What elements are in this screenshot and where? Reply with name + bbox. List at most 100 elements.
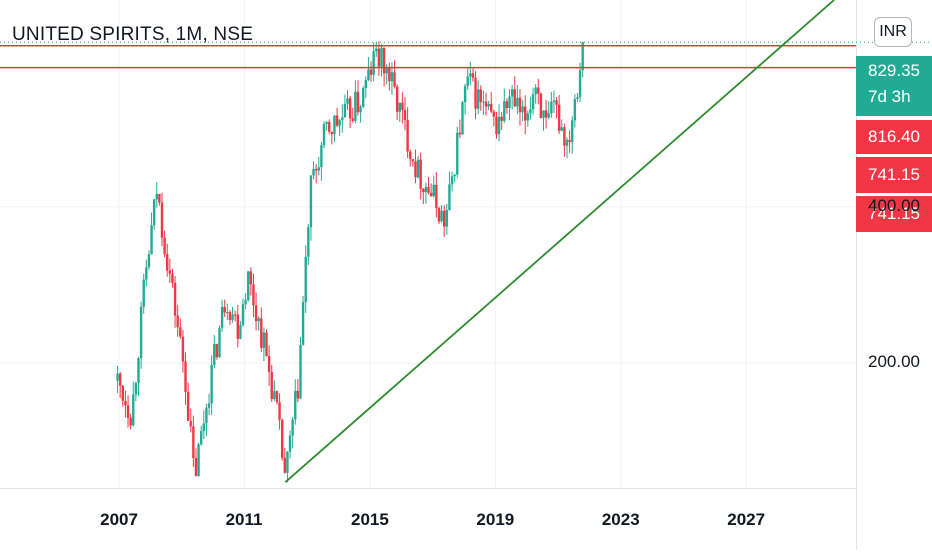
last-price-tag[interactable]: 829.35 7d 3h [856,56,932,116]
candle-body [181,336,185,362]
candle-body [294,390,297,420]
x-tick-label: 2007 [100,510,138,529]
candle-body [328,121,331,132]
candle-body [278,402,281,420]
candle-body [220,306,224,328]
candle-body [500,116,503,121]
currency-button[interactable]: INR [874,17,912,47]
candle-body [254,305,258,322]
candle-body [557,104,561,131]
candle-body [288,435,292,452]
candle-body [529,109,532,114]
candle-body [526,113,530,121]
candle-body [482,101,485,103]
candle-body [312,168,315,176]
candle-body [260,318,263,348]
candle-body [335,115,339,126]
candle-body [393,72,396,87]
candle-body [539,93,543,119]
candle-body [508,96,511,109]
candle-body [474,77,477,109]
candle-body [124,400,127,406]
candle-body [560,127,563,131]
candle-body [236,314,239,339]
candle-body [398,102,401,112]
candle-body [414,161,417,178]
candle-body [341,117,344,121]
candle-body [244,300,247,305]
candle-body [380,47,383,67]
candle-body [150,225,153,255]
drawings[interactable] [0,0,932,483]
candle-body [576,97,579,99]
candle-body [239,324,242,339]
candle-body [531,94,535,110]
candle-body [171,273,174,283]
candle-body [226,312,229,314]
candle-body [581,42,584,71]
candle-body [573,98,577,121]
x-tick-label: 2015 [350,510,389,529]
candle-body [121,385,125,401]
candle-body [516,97,519,107]
level-tag-2[interactable]: 741.15 [856,157,932,193]
candle-body [257,318,260,322]
candle-body [291,419,294,436]
candle-body [513,89,516,107]
candle-body [518,97,522,113]
plot-background [0,0,856,488]
candle-body [176,315,179,328]
candle-body [479,89,482,102]
candle-body [249,271,253,285]
candle-body [372,51,375,75]
candle-body [503,101,506,121]
candle-body [286,451,289,473]
candle-body [330,131,334,135]
y-tick-label: 200.00 [868,352,920,372]
candle-body [382,47,386,74]
candle-body [314,168,318,171]
candle-body [555,100,558,105]
candle-body [218,327,221,358]
candle-body [571,120,574,142]
candle-body [189,420,192,427]
candle-body [390,72,394,82]
candle-body [471,73,475,78]
candle-body [184,361,187,393]
candle-body [364,80,368,89]
candle-body [275,391,279,403]
candle-body [427,186,430,193]
candle-body [202,423,206,432]
candle-body [166,253,169,271]
candle-body [168,270,172,274]
candle-body [547,113,550,118]
candle-body [385,67,388,74]
symbol-title[interactable]: UNITED SPIRITS, 1M, NSE [12,24,254,45]
candle-body [445,210,449,227]
candle-body [359,106,362,113]
candle-body [152,199,156,226]
level-tag-3[interactable]: 741.15 [856,196,932,232]
candle-body [283,457,287,473]
candle-body [492,111,496,117]
candle-body [265,332,268,357]
candle-body [487,103,490,107]
candle-body [126,405,130,418]
candle-body [484,101,488,107]
candle-body [348,98,352,119]
candle-body [476,89,480,109]
x-tick-label: 2023 [601,510,640,529]
level-tag-1[interactable]: 816.40 [856,120,932,154]
candle-body [432,184,435,197]
candle-body [388,67,391,82]
candle-body [241,304,245,325]
candle-body [299,344,302,399]
trendline [284,0,835,483]
candle-body [139,306,143,359]
candle-body [192,426,195,458]
candle-body [458,132,462,135]
candle-body [424,186,428,192]
candle-body [273,391,276,400]
